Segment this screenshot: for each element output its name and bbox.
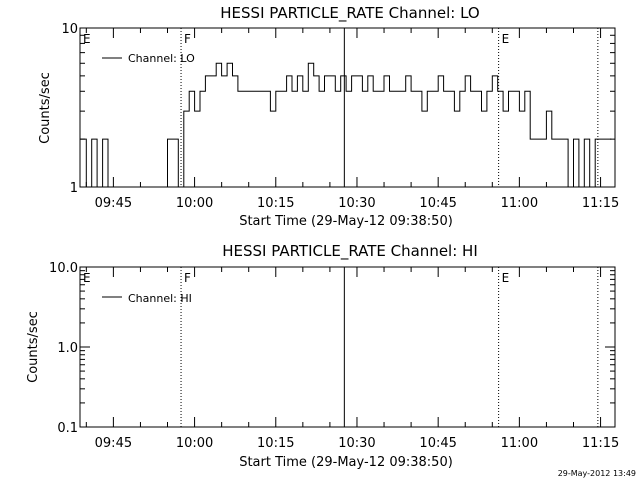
hi-x-tick-label: 10:15 [257,436,294,451]
plot-timestamp: 29-May-2012 13:49 [558,469,636,478]
hi-y-tick-label: 1.0 [57,341,78,356]
lo-plot-frame [79,27,616,188]
lo-channel-panel: HESSI PARTICLE_RATE Channel: LO Start Ti… [38,4,619,229]
hi-y-tick-label: 0.1 [57,421,78,436]
hi-x-tick-label: 10:00 [176,436,213,451]
hi-marker-label: E [83,271,91,285]
hi-channel-panel: HESSI PARTICLE_RATE Channel: HI Start Ti… [26,242,619,470]
lo-chart-title: HESSI PARTICLE_RATE Channel: LO [220,4,479,23]
lo-series-line [80,62,612,188]
lo-x-tick-label: 11:15 [582,196,619,211]
lo-marker-label: E [83,32,91,46]
hi-chart-title: HESSI PARTICLE_RATE Channel: HI [222,242,478,261]
lo-marker-label: F [184,32,191,46]
hi-x-tick-label: 10:30 [338,436,375,451]
hi-marker-label: F [184,271,191,285]
hi-x-axis-label: Start Time (29-May-12 09:38:50) [239,455,453,470]
lo-y-tick-label: 10 [61,22,78,37]
hi-x-tick-label: 09:45 [95,436,132,451]
lo-x-tick-label: 10:00 [176,196,213,211]
hi-y-axis-label: Counts/sec [26,311,41,383]
lo-x-tick-label: 10:45 [419,196,456,211]
hi-x-tick-label: 10:45 [419,436,456,451]
lo-x-tick-label: 09:45 [95,196,132,211]
hi-x-tick-label: 11:00 [501,436,538,451]
lo-legend-label: Channel: LO [128,52,195,65]
hi-marker-label: E [502,271,510,285]
lo-y-axis-label: Counts/sec [38,72,53,144]
lo-y-tick-label: 1 [70,181,78,196]
lo-x-tick-label: 11:00 [501,196,538,211]
lo-marker-label: E [502,32,510,46]
hi-legend-label: Channel: HI [128,292,192,305]
hi-x-tick-label: 11:15 [582,436,619,451]
hi-y-tick-label: 10.0 [49,261,78,276]
lo-x-tick-label: 10:15 [257,196,294,211]
lo-x-tick-label: 10:30 [338,196,375,211]
lo-x-axis-label: Start Time (29-May-12 09:38:50) [239,214,453,229]
